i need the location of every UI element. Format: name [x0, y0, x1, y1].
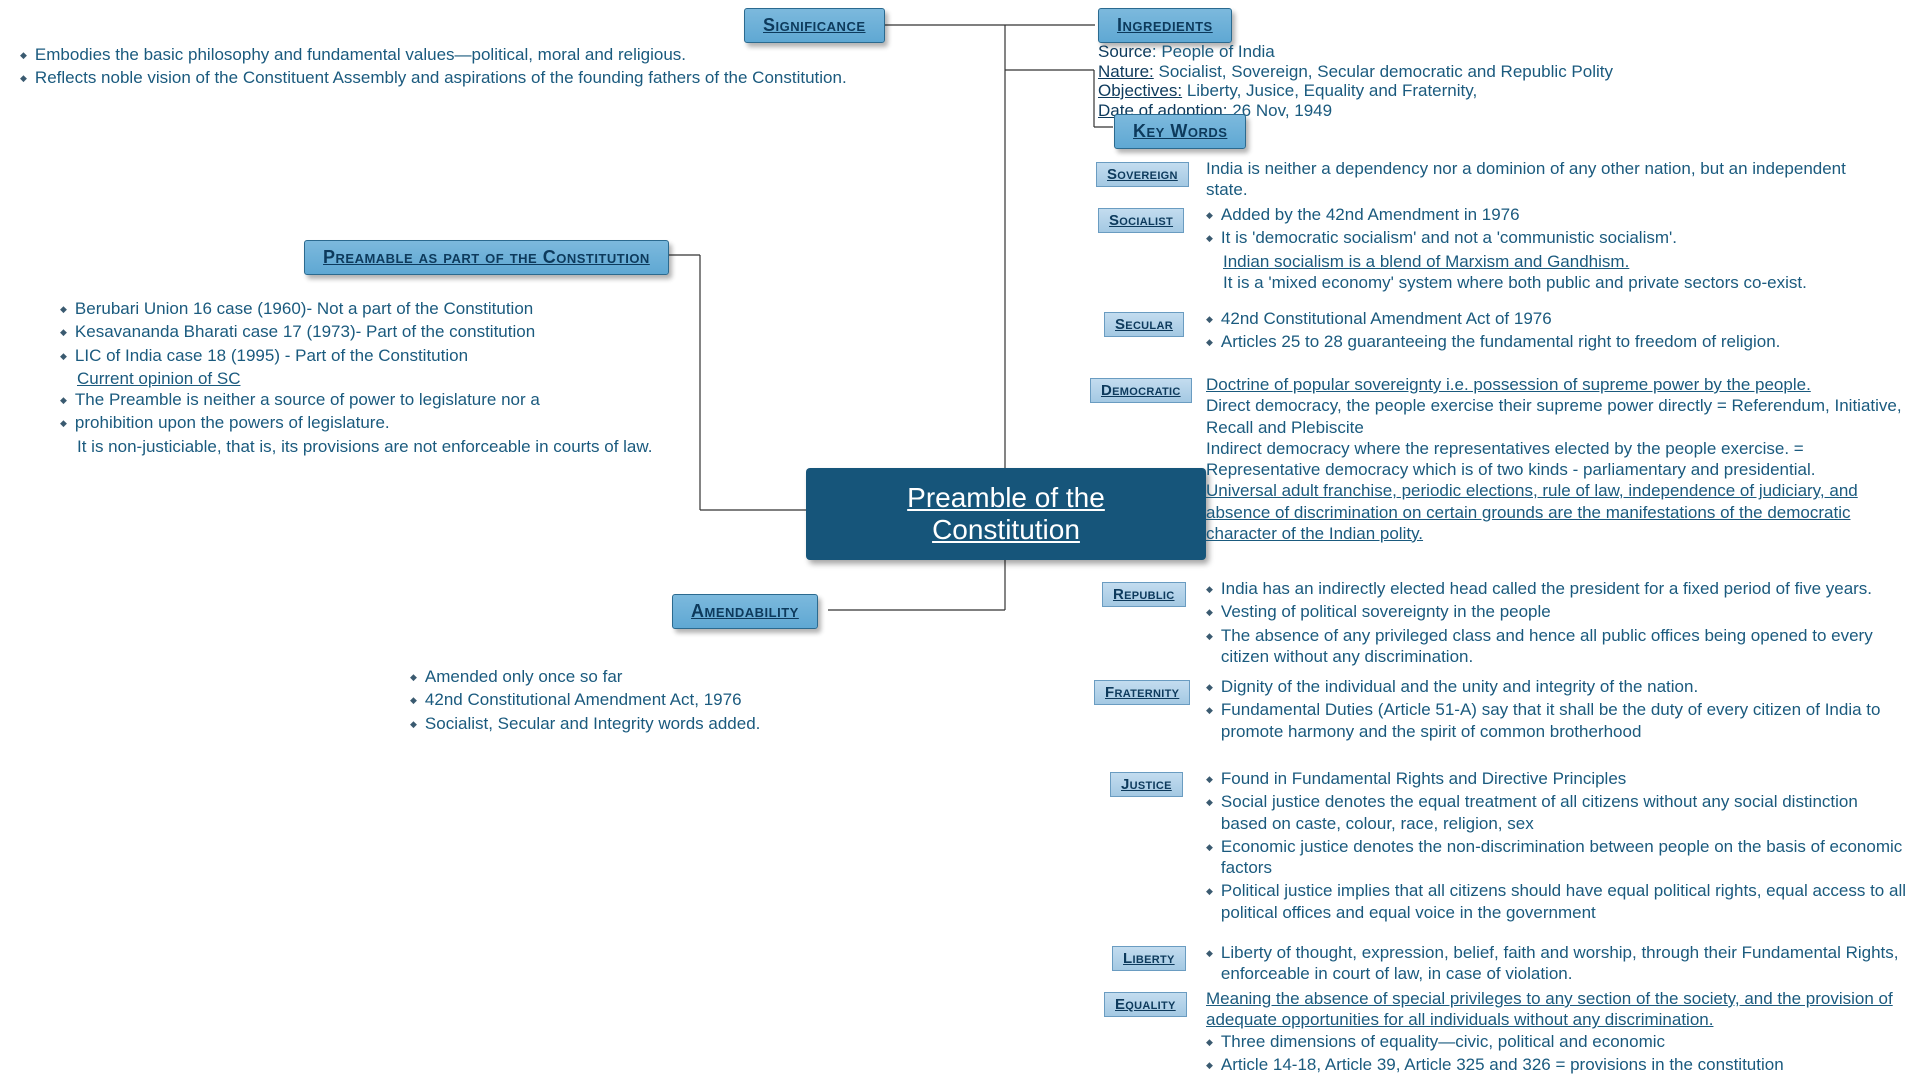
list-item: Article 14-18, Article 39, Article 325 a…	[1206, 1054, 1916, 1075]
list-item: Three dimensions of equality—civic, poli…	[1206, 1031, 1916, 1052]
list-item: Doctrine of popular sovereignty i.e. pos…	[1206, 374, 1906, 395]
fraternity-block: Dignity of the individual and the unity …	[1206, 676, 1906, 744]
list-item: Berubari Union 16 case (1960)- Not a par…	[60, 298, 1030, 319]
sovereign-block: India is neither a dependency nor a domi…	[1206, 158, 1886, 201]
justice-tag: Justice	[1110, 772, 1183, 797]
list-item: prohibition upon the powers of legislatu…	[60, 412, 1030, 433]
list-item: It is 'democratic socialism' and not a '…	[1206, 227, 1896, 248]
fraternity-tag: Fraternity	[1094, 680, 1190, 705]
list-item: Articles 25 to 28 guaranteeing the funda…	[1206, 331, 1896, 352]
list-item: Current opinion of SC	[77, 368, 1030, 389]
significance-header: Significance	[744, 8, 885, 43]
list-item: Kesavananda Bharati case 17 (1973)- Part…	[60, 321, 1030, 342]
list-item: Economic justice denotes the non-discrim…	[1206, 836, 1906, 879]
list-item: Social justice denotes the equal treatme…	[1206, 791, 1906, 834]
liberty-tag: Liberty	[1112, 946, 1186, 971]
republic-tag: Republic	[1102, 582, 1186, 607]
justice-block: Found in Fundamental Rights and Directiv…	[1206, 768, 1906, 925]
ingredients-header: Ingredients	[1098, 8, 1232, 43]
part-of-constitution-block: Berubari Union 16 case (1960)- Not a par…	[60, 298, 1030, 457]
democratic-tag: Democratic	[1090, 378, 1192, 403]
central-title: Preamble of the Constitution	[907, 482, 1105, 545]
significance-item: Embodies the basic philosophy and fundam…	[20, 44, 1040, 65]
central-node: Preamble of the Constitution	[806, 468, 1206, 560]
equality-block: Meaning the absence of special privilege…	[1206, 988, 1916, 1077]
democratic-block: Doctrine of popular sovereignty i.e. pos…	[1206, 374, 1906, 544]
significance-item: Reflects noble vision of the Constituent…	[20, 67, 1040, 88]
list-item: Indian socialism is a blend of Marxism a…	[1223, 251, 1896, 272]
equality-tag: Equality	[1104, 992, 1187, 1017]
list-item: 42nd Constitutional Amendment Act of 197…	[1206, 308, 1896, 329]
significance-block: Embodies the basic philosophy and fundam…	[20, 44, 1040, 91]
amendability-block: Amended only once so far 42nd Constituti…	[410, 666, 1010, 736]
list-item: It is non-justiciable, that is, its prov…	[77, 436, 1030, 457]
list-item: Dignity of the individual and the unity …	[1206, 676, 1906, 697]
ingredients-block: Source: People of India Nature: Socialis…	[1098, 42, 1898, 120]
list-item: Political justice implies that all citiz…	[1206, 880, 1906, 923]
secular-block: 42nd Constitutional Amendment Act of 197…	[1206, 308, 1896, 355]
socialist-tag: Socialist	[1098, 208, 1184, 233]
list-item: Added by the 42nd Amendment in 1976	[1206, 204, 1896, 225]
list-item: Amended only once so far	[410, 666, 1010, 687]
list-item: Direct democracy, the people exercise th…	[1206, 395, 1906, 438]
amendability-header: Amendability	[672, 594, 818, 629]
list-item: Universal adult franchise, periodic elec…	[1206, 480, 1906, 544]
list-item: The Preamble is neither a source of powe…	[60, 389, 1030, 410]
list-item: It is a 'mixed economy' system where bot…	[1223, 272, 1896, 293]
list-item: The absence of any privileged class and …	[1206, 625, 1906, 668]
socialist-block: Added by the 42nd Amendment in 1976 It i…	[1206, 204, 1896, 293]
list-item: Vesting of political sovereignty in the …	[1206, 601, 1906, 622]
list-item: Fundamental Duties (Article 51-A) say th…	[1206, 699, 1906, 742]
list-item: Found in Fundamental Rights and Directiv…	[1206, 768, 1906, 789]
list-item: Indirect democracy where the representat…	[1206, 438, 1906, 481]
liberty-block: Liberty of thought, expression, belief, …	[1206, 942, 1906, 987]
list-item: LIC of India case 18 (1995) - Part of th…	[60, 345, 1030, 366]
list-item: 42nd Constitutional Amendment Act, 1976	[410, 689, 1010, 710]
list-item: Liberty of thought, expression, belief, …	[1206, 942, 1906, 985]
list-item: India has an indirectly elected head cal…	[1206, 578, 1906, 599]
part-of-constitution-header: Preamable as part of the Constitution	[304, 240, 669, 275]
list-item: India is neither a dependency nor a domi…	[1206, 158, 1886, 201]
sovereign-tag: Sovereign	[1096, 162, 1189, 187]
list-item: Meaning the absence of special privilege…	[1206, 988, 1916, 1031]
secular-tag: Secular	[1104, 312, 1184, 337]
keywords-header: Key Words	[1114, 114, 1246, 149]
republic-block: India has an indirectly elected head cal…	[1206, 578, 1906, 669]
list-item: Socialist, Secular and Integrity words a…	[410, 713, 1010, 734]
